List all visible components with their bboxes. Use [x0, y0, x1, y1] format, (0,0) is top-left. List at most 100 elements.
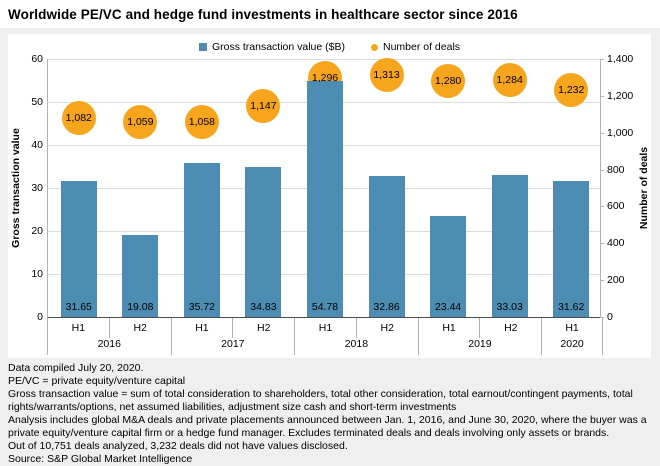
deal-bubble	[492, 63, 527, 98]
bar-value-label: 32.86	[373, 301, 400, 313]
deal-count-label: 1,313	[373, 69, 400, 82]
bar-value-label: 34.83	[250, 301, 277, 313]
legend-label: Gross transaction value ($B)	[211, 41, 345, 53]
deal-count-label: 1,232	[558, 83, 585, 96]
x-axis-year-group: H1 H2 2018	[294, 317, 418, 355]
year-row: 2018	[295, 338, 418, 355]
bar-value-label: 54.78	[311, 301, 339, 313]
bar	[430, 216, 467, 317]
right-tick-label: 800	[607, 163, 625, 176]
left-tick-label: 20	[31, 225, 43, 237]
footnote-pevc-definition: PE/VC = private equity/venture capital	[8, 375, 186, 387]
bar	[122, 234, 159, 317]
bar	[307, 81, 343, 317]
left-tick-label: 60	[31, 53, 43, 65]
year-label: 2017	[221, 338, 245, 350]
deal-count-label: 1,059	[127, 115, 154, 128]
half-year-label: H1	[71, 321, 86, 334]
half-year-row: H1 H2	[48, 317, 171, 338]
half-year-label: H2	[232, 317, 294, 338]
deal-bubble	[554, 72, 589, 107]
deal-count-label: 1,284	[496, 74, 523, 87]
left-tick-label: 30	[31, 182, 43, 194]
right-tick-mark	[600, 317, 604, 318]
right-tick-mark	[600, 280, 604, 282]
year-label: 2018	[344, 338, 369, 350]
right-tick-mark	[600, 206, 604, 208]
left-tick-label: 50	[31, 96, 43, 108]
deal-bubble	[184, 105, 219, 140]
gridline	[48, 59, 600, 60]
right-tick-label: 1,000	[607, 126, 634, 139]
half-year-label: H1	[565, 321, 579, 334]
year-row: 2017	[172, 338, 295, 355]
bar-value-label: 19.08	[127, 301, 154, 313]
right-tick-mark	[600, 95, 604, 97]
year-label: 2016	[97, 338, 121, 350]
half-year-label: H1	[442, 321, 456, 334]
left-tick-label: 0	[37, 311, 43, 323]
year-label: 2019	[468, 338, 492, 350]
x-axis-baseline	[48, 317, 600, 318]
half-year-label: H2	[479, 317, 541, 338]
right-tick-mark	[600, 59, 604, 60]
bar-value-label: 35.72	[188, 301, 216, 313]
half-year-label: H1	[195, 321, 209, 334]
half-year-row: H1	[542, 317, 602, 338]
page-title: Worldwide PE/VC and hedge fund investmen…	[8, 6, 518, 22]
bar	[60, 180, 97, 317]
x-axis-year-group: H1 H2 2016	[47, 317, 171, 355]
deal-bubble	[61, 100, 96, 135]
deal-bubble	[431, 64, 466, 99]
right-tick-label: 400	[607, 237, 625, 250]
bar-value-label: 31.65	[65, 301, 92, 313]
x-axis-year-group: H1 H2 2019	[417, 317, 542, 355]
half-year-label: H1	[318, 321, 333, 334]
half-year-label: H2	[108, 317, 171, 338]
year-row: 2019	[419, 338, 542, 355]
footnotes: Data compiled July 20, 2020. PE/VC = pri…	[8, 362, 656, 466]
legend-item-gross-transaction-value: Gross transaction value ($B)	[198, 41, 345, 53]
deal-count-label: 1,296	[311, 72, 339, 85]
deal-count-label: 1,147	[250, 99, 277, 112]
source-line: Source: S&P Global Market Intelligence	[8, 453, 193, 465]
right-axis-title: Number of deals	[638, 146, 650, 230]
footnote-deals-analyzed: Out of 10,751 deals analyzed, 3,232 deal…	[8, 440, 348, 452]
bar-value-label: 31.62	[558, 301, 585, 313]
deal-count-label: 1,058	[188, 116, 216, 129]
half-year-row: H1 H2	[295, 317, 418, 338]
footnote-analysis-scope: Analysis includes global M&A deals and p…	[8, 414, 647, 439]
x-axis-year-group: H1 2020	[541, 317, 603, 355]
left-tick-label: 10	[31, 268, 43, 280]
half-year-label: H2	[355, 317, 418, 338]
bar-series-swatch-icon	[198, 43, 207, 51]
deal-bubble	[123, 104, 158, 139]
right-tick-label: 0	[607, 311, 613, 323]
right-tick-mark	[600, 243, 604, 245]
deal-bubble	[246, 88, 281, 123]
right-tick-mark	[600, 169, 604, 171]
right-tick-label: 1,400	[607, 53, 634, 65]
half-year-row: H1 H2	[419, 317, 542, 338]
bar	[183, 163, 220, 317]
right-tick-label: 1,200	[607, 89, 634, 102]
bar	[245, 167, 282, 317]
half-year-row: H1 H2	[172, 317, 295, 338]
right-tick-mark	[600, 132, 604, 134]
left-axis-tick-labels: 0 10 20 30 40 50 60	[8, 53, 43, 323]
x-axis: H1 H2 2016 H1 H2 2017 H1 H2 2018 H1 H2 2019 H1 2020	[47, 317, 603, 355]
chart-legend: Gross transaction value ($B) Number of d…	[8, 41, 651, 53]
bar-value-label: 23.44	[434, 301, 462, 313]
title-band: Worldwide PE/VC and hedge fund investmen…	[0, 0, 660, 28]
bar-value-label: 33.03	[496, 301, 523, 313]
footnote-gross-value-definition: Gross transaction value = sum of total c…	[8, 388, 633, 413]
plot-area: 31.65 1,082 19.08 1,059 35.72 1,058 34.83 1,147…	[47, 58, 604, 318]
year-row: 2020	[542, 338, 602, 355]
right-tick-label: 200	[607, 274, 625, 287]
deal-count-label: 1,082	[65, 111, 92, 124]
right-axis-tick-labels: 0 200 400 600 800 1,000 1,200 1,400	[607, 53, 649, 323]
deal-bubble	[369, 58, 404, 93]
year-row: 2016	[48, 338, 171, 355]
year-label: 2020	[560, 338, 584, 350]
